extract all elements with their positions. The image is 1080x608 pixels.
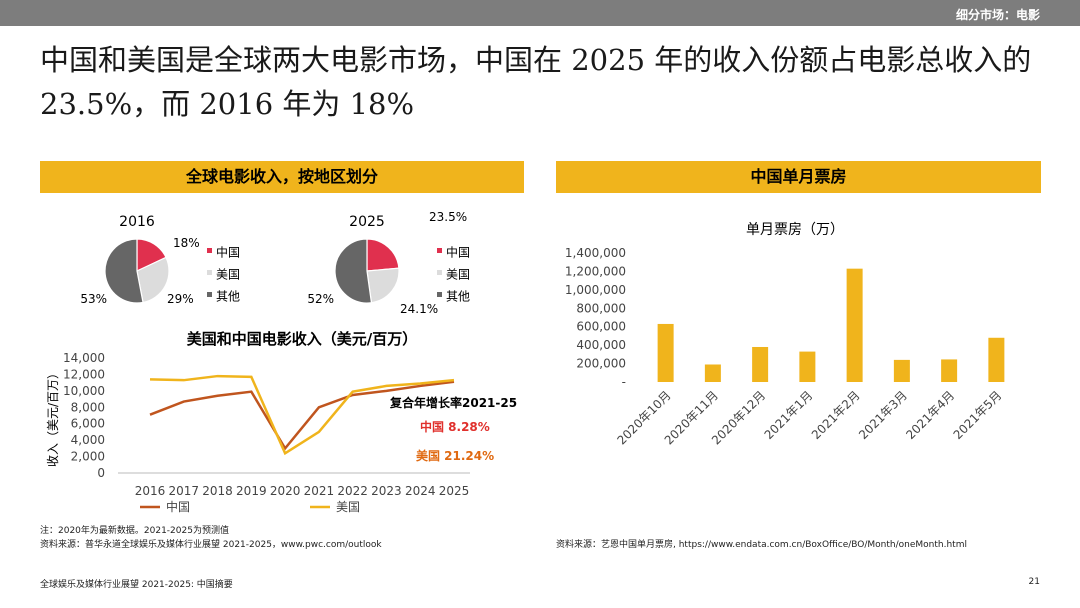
pie-title: 2016 [119, 214, 155, 230]
legend-swatch [437, 292, 442, 297]
left-source: 资料来源：普华永道全球娱乐及媒体行业展望 2021-2025，www.pwc.c… [40, 540, 382, 550]
legend-label: 中国 [446, 245, 470, 260]
page-number: 21 [1028, 577, 1040, 587]
y-tick-label: 400,000 [576, 338, 626, 352]
breadcrumb: 细分市场：电影 [955, 8, 1040, 22]
x-tick-label: 2021年2月 [809, 388, 863, 442]
pie-label: 24.1% [400, 302, 438, 316]
section-title-china-box-office: 中国单月票房 [556, 161, 1041, 193]
legend-swatch [207, 270, 212, 275]
legend-label: 中国 [216, 245, 240, 260]
legend-label: 美国 [216, 268, 240, 282]
x-tick-label: 2025 [439, 484, 470, 498]
pie-label: 52% [307, 292, 334, 306]
x-tick-label: 2016 [135, 484, 166, 498]
y-tick-label: 4,000 [71, 433, 105, 447]
line-series-1 [149, 374, 455, 456]
y-tick-label: 2,000 [71, 450, 105, 464]
legend-label: 其他 [216, 290, 240, 304]
legend-swatch [207, 292, 212, 297]
y-tick-label: - [622, 375, 626, 389]
pie-label: 53% [80, 292, 107, 306]
pie-label: 18% [173, 236, 200, 250]
bar [941, 359, 958, 382]
bar [988, 337, 1005, 382]
x-tick-label: 2021年3月 [856, 388, 910, 442]
pie-slice-2 [334, 238, 373, 304]
x-tick-label: 2024 [405, 484, 436, 498]
legend-swatch [437, 248, 442, 253]
bar-chart-monthly-box-office: 单月票房（万） 1,400,000 1,200,000 1,000,000 800,00… [565, 222, 1005, 447]
pie-slice-1 [366, 267, 400, 304]
top-bar: 细分市场：电影 [0, 0, 1080, 26]
x-tick-label: 2017 [169, 484, 200, 498]
cagr-title: 复合年增长率2021-25 [389, 395, 517, 410]
y-tick-label: 200,000 [576, 357, 626, 371]
x-tick-label: 2022 [337, 484, 368, 498]
page-title: 中国和美国是全球两大电影市场，中国在 2025 年的收入份额占电影总收入的 23… [40, 43, 1032, 121]
y-tick-label: 10,000 [63, 384, 105, 398]
pie-label: 23.5% [429, 210, 467, 224]
bar [799, 351, 816, 382]
line-series-0 [149, 380, 455, 451]
bar-chart-title: 单月票房（万） [746, 222, 844, 238]
cagr-china: 中国 8.28% [420, 419, 490, 434]
legend-label: 其他 [446, 290, 470, 304]
bar [893, 359, 910, 382]
bar [846, 268, 863, 382]
x-tick-label: 2020 [270, 484, 301, 498]
left-note: 注：2020年为最新数据。2021-2025为预测值 [40, 526, 229, 536]
section-title-global-revenue: 全球电影收入，按地区划分 [40, 161, 524, 193]
line-chart-title: 美国和中国电影收入（美元/百万） [187, 330, 417, 348]
y-tick-label: 0 [97, 466, 105, 480]
pie-slice-0 [366, 238, 400, 272]
pie-label: 29% [167, 292, 194, 306]
pie-title: 2025 [349, 214, 385, 230]
bar [657, 323, 674, 382]
x-tick-label: 2021年1月 [762, 388, 816, 442]
legend-label: 美国 [336, 500, 360, 514]
y-tick-label: 600,000 [576, 320, 626, 334]
y-axis-label: 收入（美元/百万） [46, 367, 60, 467]
x-tick-label: 2019 [236, 484, 267, 498]
x-tick-label: 2023 [371, 484, 402, 498]
x-tick-label: 2021年4月 [903, 388, 957, 442]
x-tick-label: 2021年5月 [951, 388, 1005, 442]
y-tick-label: 1,000,000 [565, 283, 626, 297]
y-tick-label: 800,000 [576, 301, 626, 315]
legend-label: 中国 [166, 499, 190, 514]
line-chart-revenue: 美国和中国电影收入（美元/百万） 收入（美元/百万）14,000 12,000 10,… [46, 330, 517, 514]
x-tick-label: 2018 [202, 484, 233, 498]
legend-label: 美国 [446, 268, 470, 282]
pie-slice-1 [136, 256, 170, 304]
cagr-usa: 美国 21.24% [416, 448, 494, 463]
bar [752, 346, 769, 382]
bar [704, 364, 721, 382]
y-tick-label: 1,400,000 [565, 246, 626, 260]
legend-swatch [437, 270, 442, 275]
y-tick-label: 6,000 [71, 417, 105, 431]
right-source: 资料来源：艺恩中国单月票房, https://www.endata.com.cn… [556, 540, 967, 550]
y-tick-label: 14,000 [63, 351, 105, 365]
y-tick-label: 1,200,000 [565, 264, 626, 278]
footer-title: 全球娱乐及媒体行业展望 2021-2025: 中国摘要 [40, 580, 233, 590]
pie-slice-2 [104, 238, 144, 304]
legend-swatch [207, 248, 212, 253]
y-tick-label: 12,000 [63, 367, 105, 381]
y-tick-label: 8,000 [71, 400, 105, 414]
x-tick-label: 2021 [304, 484, 335, 498]
